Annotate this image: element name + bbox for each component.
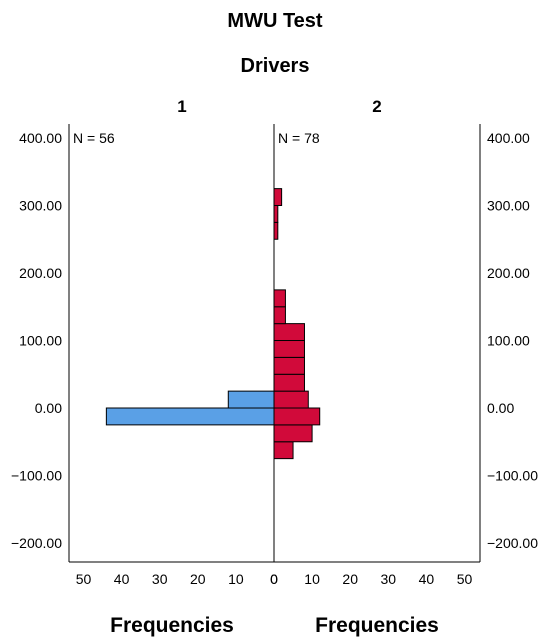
- x-tick-label-right: 10: [304, 571, 320, 587]
- y-tick-label-left: 200.00: [19, 265, 62, 281]
- x-tick-label-right: 30: [381, 571, 397, 587]
- histogram-bar-group-2-2: [274, 408, 320, 425]
- histogram-bar-group-2-12: [274, 189, 282, 206]
- histogram-bar-group-1-0: [106, 408, 274, 425]
- y-ticks-left: 400.00 300.00 200.00 100.00 0.00 −100.00 −200.…: [11, 130, 62, 551]
- histogram-bar-group-2-6: [274, 341, 304, 358]
- y-tick-label-right: 400.00: [487, 130, 530, 146]
- y-tick-label-right: 300.00: [487, 198, 530, 214]
- x-tick-label-right: 50: [457, 571, 473, 587]
- y-tick-label-left: −100.00: [11, 468, 62, 484]
- histogram-bar-group-2-3: [274, 391, 308, 408]
- x-tick-label-right: 20: [342, 571, 358, 587]
- x-axis-label-right: Frequencies: [315, 614, 439, 637]
- y-tick-label-left: 0.00: [35, 400, 62, 416]
- x-tick-label-left: 40: [114, 571, 130, 587]
- y-tick-label-right: 200.00: [487, 265, 530, 281]
- y-ticks-right: 400.00 300.00 200.00 100.00 0.00 −100.00 −200.…: [487, 130, 538, 551]
- histogram-bar-group-1-1: [228, 391, 274, 408]
- y-tick-label-left: 100.00: [19, 333, 62, 349]
- histogram-bar-group-2-7: [274, 324, 304, 341]
- histogram-bar-group-2-11: [274, 206, 278, 223]
- histogram-bars: [106, 189, 319, 459]
- x-tick-label-left: 50: [76, 571, 92, 587]
- histogram-bar-group-2-1: [274, 425, 312, 442]
- x-ticks: 50 40 30 20 10 00 10 20 30 40 50: [76, 571, 473, 587]
- y-tick-label-right: 100.00: [487, 333, 530, 349]
- group-2-n-label: N = 78: [278, 130, 320, 146]
- x-tick-label-left: 30: [152, 571, 168, 587]
- chart-title: MWU Test: [227, 10, 323, 32]
- x-tick-label-left: 20: [190, 571, 206, 587]
- group-1-n-label: N = 56: [73, 130, 115, 146]
- group-2-header: 2: [372, 97, 381, 116]
- y-tick-label-left: 300.00: [19, 198, 62, 214]
- histogram-bar-group-2-4: [274, 374, 304, 391]
- y-tick-label-right: 0.00: [487, 400, 514, 416]
- x-axis-label-left: Frequencies: [110, 614, 234, 637]
- y-tick-label-right: −100.00: [487, 468, 538, 484]
- group-1-header: 1: [177, 97, 186, 116]
- histogram-bar-group-2-10: [274, 222, 278, 239]
- histogram-bar-group-2-8: [274, 307, 285, 324]
- y-tick-label-left: 400.00: [19, 130, 62, 146]
- x-tick-label-right: 0: [270, 571, 278, 587]
- histogram-bar-group-2-5: [274, 357, 304, 374]
- x-tick-label-right: 40: [419, 571, 435, 587]
- histogram-bar-group-2-9: [274, 290, 285, 307]
- y-tick-label-left: −200.00: [11, 535, 62, 551]
- x-tick-label-left: 10: [228, 571, 244, 587]
- histogram-bar-group-2-0: [274, 442, 293, 459]
- chart-subtitle: Drivers: [241, 55, 310, 77]
- y-tick-label-right: −200.00: [487, 535, 538, 551]
